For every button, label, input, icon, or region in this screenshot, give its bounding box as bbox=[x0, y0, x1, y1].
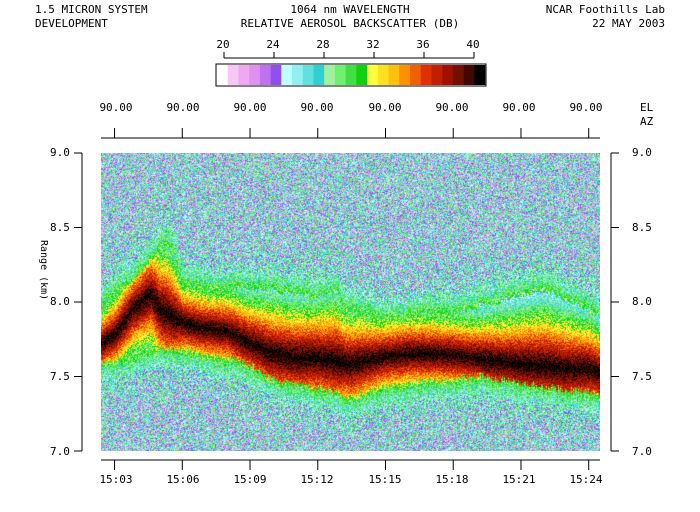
x-tick-label: 15:09 bbox=[233, 473, 267, 486]
angle-label: 90.00 bbox=[368, 101, 402, 114]
az-label: AZ bbox=[640, 115, 654, 128]
y-tick-label-left: 7.5 bbox=[50, 370, 70, 383]
colorbar bbox=[217, 65, 486, 85]
colorbar-swatch bbox=[302, 65, 314, 85]
colorbar-swatch bbox=[227, 65, 239, 85]
colorbar-swatch bbox=[238, 65, 250, 85]
colorbar-swatch bbox=[281, 65, 293, 85]
colorbar-swatch bbox=[334, 65, 346, 85]
y-axis-ticks bbox=[74, 152, 619, 452]
colorbar-swatch bbox=[409, 65, 421, 85]
date-label: 22 MAY 2003 bbox=[592, 17, 665, 30]
colorbar-tick-label: 20 bbox=[216, 38, 230, 51]
colorbar-tick-label: 24 bbox=[266, 38, 280, 51]
colorbar-swatch bbox=[463, 65, 475, 85]
y-tick-label-left: 9.0 bbox=[50, 146, 70, 159]
angle-label: 90.00 bbox=[502, 101, 536, 114]
colorbar-swatch bbox=[292, 65, 304, 85]
x-tick-label: 15:18 bbox=[435, 473, 469, 486]
colorbar-swatch bbox=[356, 65, 368, 85]
y-axis-label-text: Range (km) bbox=[38, 240, 48, 300]
x-tick-label: 15:24 bbox=[569, 473, 603, 486]
x-tick-label: 15:15 bbox=[368, 473, 402, 486]
colorbar-swatch bbox=[367, 65, 379, 85]
colorbar-swatch bbox=[345, 65, 357, 85]
colorbar-swatch bbox=[324, 65, 336, 85]
colorbar-swatch bbox=[270, 65, 282, 85]
angle-label: 90.00 bbox=[569, 101, 603, 114]
angle-label: 90.00 bbox=[166, 101, 200, 114]
el-label: EL bbox=[640, 101, 654, 114]
colorbar-swatch bbox=[249, 65, 261, 85]
colorbar-swatch bbox=[452, 65, 464, 85]
colorbar-swatch bbox=[474, 65, 486, 85]
system-name-line1: 1.5 MICRON SYSTEM bbox=[35, 3, 148, 16]
system-name-line2: DEVELOPMENT bbox=[35, 17, 108, 30]
colorbar-tick-label: 40 bbox=[466, 38, 480, 51]
x-axis-ticks bbox=[114, 460, 590, 470]
y-axis-label: Range (km) bbox=[38, 240, 48, 300]
y-tick-label-right: 8.0 bbox=[632, 295, 652, 308]
colorbar-swatch bbox=[420, 65, 432, 85]
wavelength-label: 1064 nm WAVELENGTH bbox=[290, 3, 410, 16]
backscatter-heatmap bbox=[101, 153, 600, 451]
colorbar-swatch bbox=[388, 65, 400, 85]
colorbar-swatch bbox=[313, 65, 325, 85]
colorbar-tick-label: 32 bbox=[366, 38, 380, 51]
y-tick-label-right: 7.0 bbox=[632, 445, 652, 458]
colorbar-swatch bbox=[442, 65, 454, 85]
y-tick-label-right: 8.5 bbox=[632, 221, 652, 234]
chart-title: RELATIVE AEROSOL BACKSCATTER (DB) bbox=[240, 17, 460, 30]
y-tick-label-left: 7.0 bbox=[50, 445, 70, 458]
colorbar-swatch bbox=[431, 65, 443, 85]
y-tick-label-right: 7.5 bbox=[632, 370, 652, 383]
x-tick-label: 15:12 bbox=[300, 473, 334, 486]
site-label: NCAR Foothills Lab bbox=[545, 3, 665, 16]
angle-label: 90.00 bbox=[99, 101, 133, 114]
colorbar-swatch bbox=[217, 65, 229, 85]
heatmap-plot bbox=[101, 153, 600, 451]
colorbar-swatch bbox=[259, 65, 271, 85]
colorbar-swatch bbox=[399, 65, 411, 85]
y-tick-label-right: 9.0 bbox=[632, 146, 652, 159]
x-tick-label: 15:03 bbox=[99, 473, 133, 486]
y-tick-label-left: 8.0 bbox=[50, 295, 70, 308]
angle-label: 90.00 bbox=[233, 101, 267, 114]
colorbar-tick-label: 36 bbox=[416, 38, 430, 51]
angle-label: 90.00 bbox=[300, 101, 334, 114]
angle-label: 90.00 bbox=[435, 101, 469, 114]
colorbar-frame bbox=[215, 52, 487, 87]
colorbar-tick-label: 28 bbox=[316, 38, 330, 51]
colorbar-swatch bbox=[377, 65, 389, 85]
x-tick-label: 15:21 bbox=[502, 473, 536, 486]
y-tick-label-left: 8.5 bbox=[50, 221, 70, 234]
x-tick-label: 15:06 bbox=[166, 473, 200, 486]
top-axis-ticks bbox=[114, 128, 590, 138]
